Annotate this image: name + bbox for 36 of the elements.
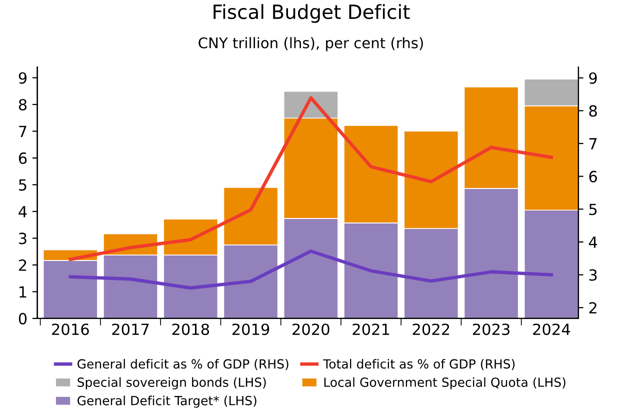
y-tick-label: 6 (18, 152, 27, 164)
x-tick-label: 2016 (52, 324, 89, 336)
x-tick-label: 2021 (352, 324, 390, 336)
y-tick-label: 5 (19, 179, 26, 191)
legend-label: Total deficit as % of GDP (RHS) (323, 358, 515, 370)
y-tick-label: 0 (18, 312, 27, 324)
line-series (68, 249, 554, 290)
y-tick-label: 9 (18, 72, 27, 84)
x-tick-label: 2023 (472, 324, 510, 336)
x-tick-label: 2022 (412, 324, 450, 336)
y2-tick-label: 9 (589, 72, 597, 84)
line-series (68, 96, 554, 262)
y2-tick-label: 7 (589, 138, 597, 150)
y2-tick-label: 2 (589, 302, 596, 314)
legend-label: General Deficit Target* (LHS) (78, 396, 256, 408)
y2-tick-label: 5 (589, 204, 597, 216)
y-tick-label: 7 (19, 126, 26, 138)
y2-tick-label: 6 (589, 170, 597, 182)
y-tick-label: 1 (20, 286, 26, 298)
legend-label: Special sovereign bonds (LHS) (78, 377, 266, 390)
y2-tick-label: 3 (589, 269, 597, 281)
chart-title: Fiscal Budget Deficit (214, 4, 410, 23)
x-tick-label: 2019 (232, 324, 270, 336)
y-tick-label: 4 (18, 206, 27, 218)
chart-subtitle: CNY trillion (lhs), per cent (rhs) (198, 37, 423, 52)
y2-tick-label: 4 (588, 236, 598, 248)
x-tick-label: 2017 (112, 324, 149, 336)
x-tick-label: 2018 (172, 324, 210, 336)
x-tick-label: 2020 (292, 324, 330, 336)
y-tick-label: 8 (18, 98, 27, 111)
y-tick-label: 2 (18, 259, 26, 271)
y2-tick-label: 8 (589, 105, 597, 117)
y-tick-label: 3 (19, 232, 26, 244)
legend-label: General deficit as % of GDP (RHS) (78, 358, 288, 370)
legend-label: Local Government Special Quota (LHS) (324, 377, 566, 390)
x-tick-label: 2024 (533, 324, 570, 336)
